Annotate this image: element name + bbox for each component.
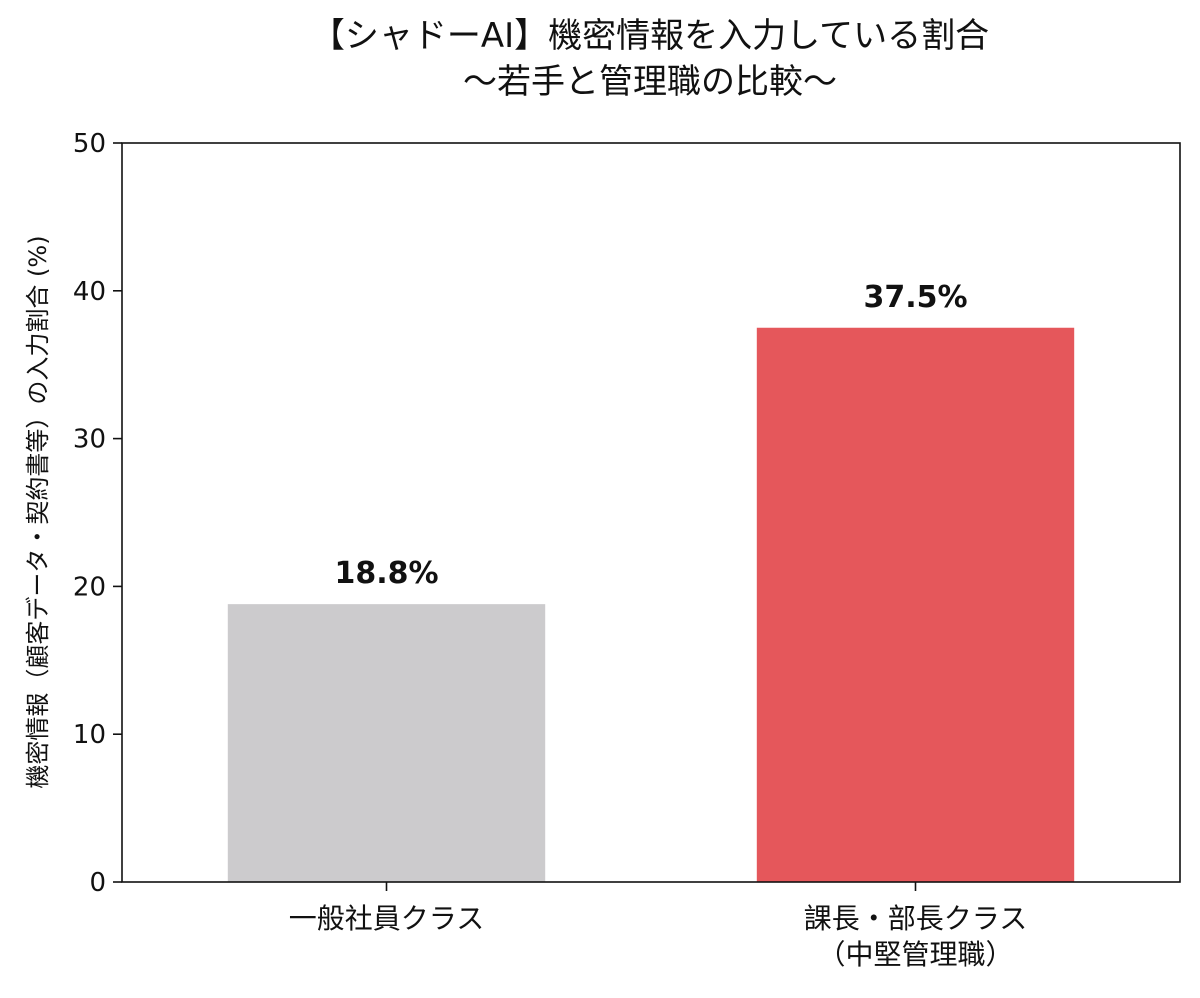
y-tick-label: 0 (89, 868, 106, 898)
x-category-label: 課長・部長クラス (804, 902, 1027, 935)
chart-title-line-1: 【シャドーAI】機密情報を入力している割合 (310, 16, 990, 56)
y-tick-label: 10 (73, 720, 106, 750)
y-tick-label: 30 (73, 425, 106, 455)
x-category-label: 一般社員クラス (289, 902, 484, 935)
y-axis-label: 機密情報（顧客データ・契約書等）の入力割合 (%) (24, 235, 52, 788)
x-category-label: （中堅管理職） (817, 938, 1013, 971)
plot-area-frame (121, 142, 1181, 883)
bar-value-label: 18.8% (334, 556, 438, 591)
y-tick-label: 20 (73, 572, 106, 602)
chart-title-line-2: 〜若手と管理職の比較〜 (463, 62, 837, 102)
bar-value-label: 37.5% (863, 280, 967, 315)
bar (756, 327, 1075, 882)
y-tick-label: 50 (73, 129, 106, 159)
y-tick-label: 40 (73, 277, 106, 307)
bar (227, 604, 546, 882)
